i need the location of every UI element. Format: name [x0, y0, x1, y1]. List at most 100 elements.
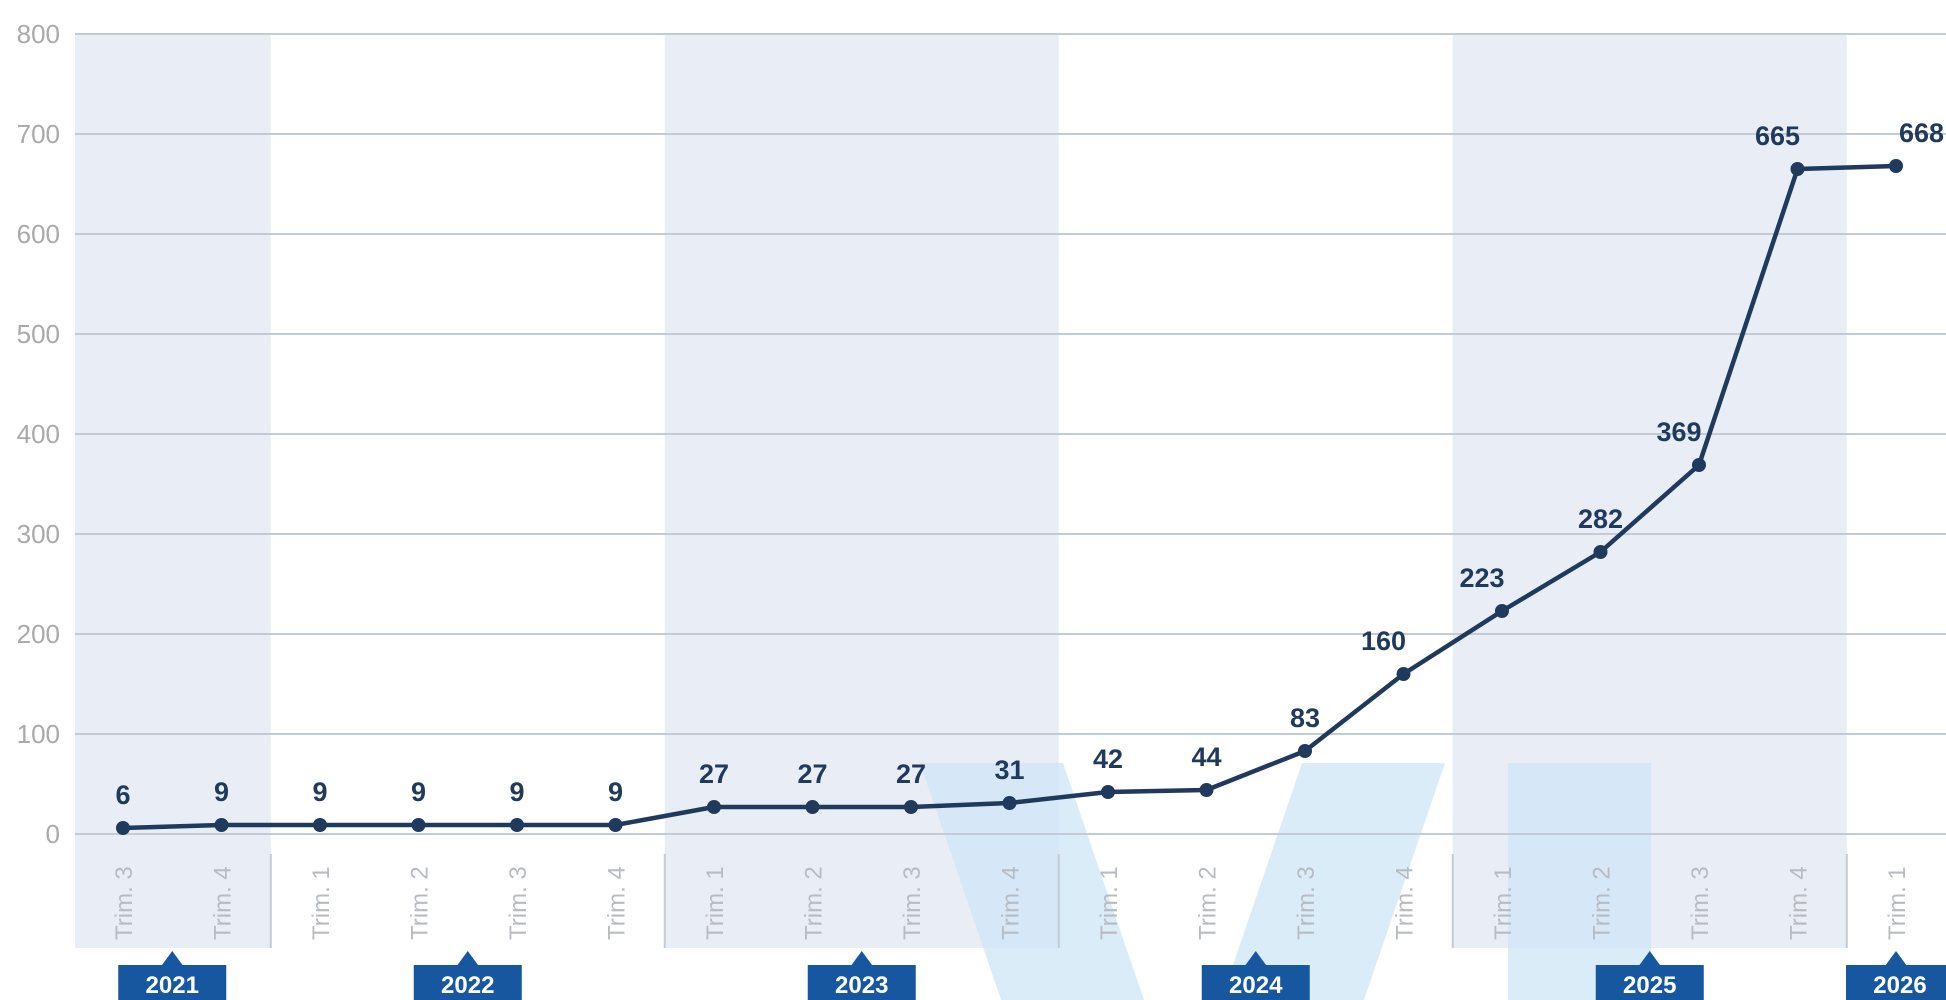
- data-point: [411, 818, 426, 832]
- x-tick-label: Trim. 1: [1490, 866, 1517, 940]
- data-label: 160: [1361, 626, 1406, 656]
- x-tick-label: Trim. 3: [899, 866, 926, 940]
- year-badge-box: [1201, 965, 1310, 1000]
- x-tick-label: Trim. 4: [604, 866, 631, 940]
- x-tick-label: Trim. 2: [801, 866, 828, 940]
- year-badge-label: 2023: [835, 972, 888, 999]
- year-badge-box: [413, 965, 522, 1000]
- y-tick-label: 400: [17, 419, 60, 449]
- x-tick-label: Trim. 1: [1884, 866, 1911, 940]
- grid-lines: [75, 33, 1946, 835]
- data-point: [1298, 744, 1312, 758]
- data-point: [1495, 604, 1509, 618]
- year-badge-2023: 2023: [807, 951, 916, 1000]
- data-label: 9: [214, 777, 229, 807]
- year-band-2021: [75, 34, 271, 948]
- data-point: [313, 818, 327, 832]
- x-tick-label: Trim. 4: [210, 866, 237, 940]
- year-badge-box: [1595, 965, 1704, 1000]
- x-tick-label: Trim. 4: [1786, 866, 1813, 940]
- data-point: [707, 800, 721, 814]
- year-badge-2021: 2021: [118, 951, 227, 1000]
- year-badge-pointer: [456, 951, 479, 966]
- year-badge-2024: 2024: [1201, 951, 1310, 1000]
- x-tick-label: Trim. 2: [1195, 866, 1222, 940]
- year-badge-label: 2025: [1623, 972, 1676, 999]
- year-badge-pointer: [1638, 951, 1661, 966]
- data-label: 83: [1290, 703, 1320, 733]
- data-point: [510, 818, 524, 832]
- data-point: [1002, 796, 1017, 810]
- data-label: 44: [1191, 742, 1221, 772]
- data-point: [904, 800, 918, 814]
- year-badge-box: [1846, 965, 1946, 1000]
- year-badge-pointer: [1244, 951, 1267, 966]
- x-tick-label: Trim. 1: [308, 866, 335, 940]
- y-axis-ticks: 0 100 200 300 400 500 600 700 800: [17, 19, 60, 849]
- year-badge-2025: 2025: [1595, 951, 1704, 1000]
- watermark-stroke-left: [920, 763, 1144, 1000]
- y-tick-label: 100: [17, 719, 60, 749]
- year-badge-pointer: [1885, 951, 1907, 966]
- y-tick-label: 800: [17, 19, 60, 49]
- data-label: 6: [115, 780, 130, 810]
- x-tick-label: Trim. 2: [407, 866, 434, 940]
- x-tick-label: Trim. 4: [998, 866, 1025, 940]
- data-point: [608, 818, 623, 832]
- data-label: 9: [608, 777, 623, 807]
- data-label: 223: [1459, 563, 1504, 593]
- x-tick-label: Trim. 2: [1589, 866, 1616, 940]
- data-label: 27: [896, 759, 926, 789]
- data-point: [1790, 162, 1805, 176]
- data-label: 27: [699, 759, 729, 789]
- year-badge-pointer: [850, 951, 873, 966]
- data-labels: 6 9 9 9 9 9 27 27 27 31 42 44 83 160 223 282 369 665 668: [115, 118, 1944, 810]
- data-point: [1396, 667, 1411, 681]
- data-points: [116, 159, 1903, 835]
- y-tick-label: 700: [17, 119, 60, 149]
- data-point: [1593, 545, 1608, 559]
- data-point: [1199, 783, 1214, 797]
- data-point: [116, 821, 130, 835]
- y-tick-label: 200: [17, 619, 60, 649]
- y-tick-label: 0: [46, 819, 60, 849]
- year-badge-2022: 2022: [413, 951, 522, 1000]
- x-tick-label: Trim. 4: [1392, 866, 1419, 940]
- data-label: 665: [1755, 121, 1800, 151]
- data-point: [1889, 159, 1903, 173]
- year-badge-box: [807, 965, 916, 1000]
- data-point: [1692, 458, 1706, 472]
- y-tick-label: 300: [17, 519, 60, 549]
- x-tick-label: Trim. 1: [702, 866, 729, 940]
- data-label: 9: [411, 777, 426, 807]
- year-badge-label: 2022: [441, 972, 494, 999]
- x-axis-ticks: Trim. 3 Trim. 4 Trim. 1 Trim. 2 Trim. 3 Trim.…: [111, 854, 1911, 948]
- data-point: [805, 800, 820, 814]
- year-badge-box: [118, 965, 227, 1000]
- x-tick-label: Trim. 3: [1687, 866, 1714, 940]
- year-bands: [75, 34, 1847, 948]
- year-badges: 2021 2022 2023 2024 2025 2026: [118, 951, 1946, 1000]
- data-label: 42: [1093, 744, 1123, 774]
- watermark-stroke-right: [1221, 763, 1445, 1000]
- year-badge-label: 2026: [1873, 972, 1926, 999]
- data-label: 31: [994, 755, 1024, 785]
- data-point: [214, 818, 229, 832]
- y-tick-label: 600: [17, 219, 60, 249]
- x-tick-label: Trim. 3: [505, 866, 532, 940]
- data-label: 369: [1656, 417, 1701, 447]
- year-badge-pointer: [161, 951, 184, 966]
- y-tick-label: 500: [17, 319, 60, 349]
- x-tick-label: Trim. 3: [111, 866, 138, 940]
- data-point: [1101, 785, 1115, 799]
- data-label: 282: [1578, 504, 1623, 534]
- x-tick-label: Trim. 3: [1293, 866, 1320, 940]
- year-badge-2026: 2026: [1846, 951, 1946, 1000]
- data-label: 9: [312, 777, 327, 807]
- year-badge-label: 2024: [1229, 972, 1283, 999]
- data-label: 668: [1899, 118, 1944, 148]
- watermark-logo: [920, 763, 1651, 1000]
- x-tick-label: Trim. 1: [1096, 866, 1123, 940]
- data-label: 9: [509, 777, 524, 807]
